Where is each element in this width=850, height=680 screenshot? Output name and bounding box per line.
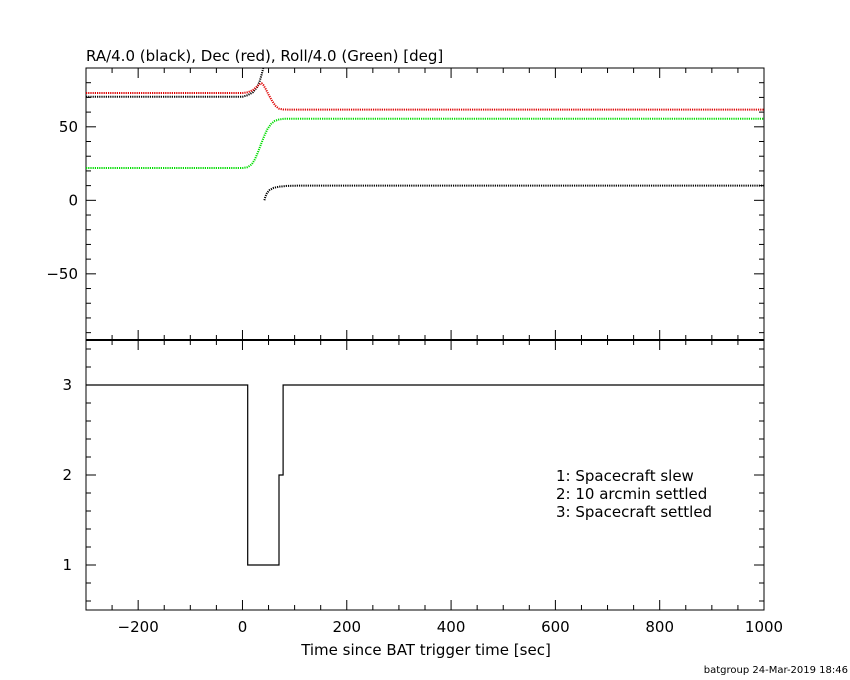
top-panel-ticks bbox=[85, 67, 765, 340]
footer-credit: batgroup 24-Mar-2019 18:46 bbox=[704, 665, 848, 676]
bottom-panel-y-tick-labels: 1 2 3 bbox=[62, 376, 72, 574]
y-tick-label: 0 bbox=[68, 191, 78, 209]
settle-status-line bbox=[86, 384, 764, 566]
x-tick-label: 200 bbox=[332, 618, 361, 636]
y-tick-label: 50 bbox=[59, 118, 78, 136]
x-tick-label: −200 bbox=[118, 618, 159, 636]
x-tick-label: 600 bbox=[541, 618, 570, 636]
top-panel-series bbox=[86, 67, 764, 201]
y-tick-label: 3 bbox=[62, 376, 72, 394]
legend-entry: 1: Spacecraft slew bbox=[556, 467, 694, 485]
y-tick-label: 1 bbox=[62, 556, 72, 574]
series-line-0 bbox=[86, 67, 265, 98]
y-tick-label: −50 bbox=[46, 265, 78, 283]
chart-title: RA/4.0 (black), Dec (red), Roll/4.0 (Gre… bbox=[86, 47, 443, 65]
x-tick-label: 1000 bbox=[745, 618, 783, 636]
bottom-panel-ticks bbox=[85, 340, 765, 610]
x-tick-label: 0 bbox=[238, 618, 248, 636]
series-line-0 bbox=[263, 184, 764, 201]
legend-entry: 2: 10 arcmin settled bbox=[556, 485, 707, 503]
x-axis-label: Time since BAT trigger time [sec] bbox=[300, 641, 551, 659]
y-tick-label: 2 bbox=[62, 466, 72, 484]
x-tick-labels: −200 0 200 400 600 800 1000 bbox=[118, 618, 784, 636]
series-line-2 bbox=[86, 117, 764, 169]
x-tick-label: 400 bbox=[437, 618, 466, 636]
x-tick-label: 800 bbox=[645, 618, 674, 636]
top-panel-y-tick-labels: −50 0 50 bbox=[46, 118, 78, 283]
bottom-panel-series bbox=[86, 384, 764, 566]
legend-entry: 3: Spacecraft settled bbox=[556, 503, 712, 521]
